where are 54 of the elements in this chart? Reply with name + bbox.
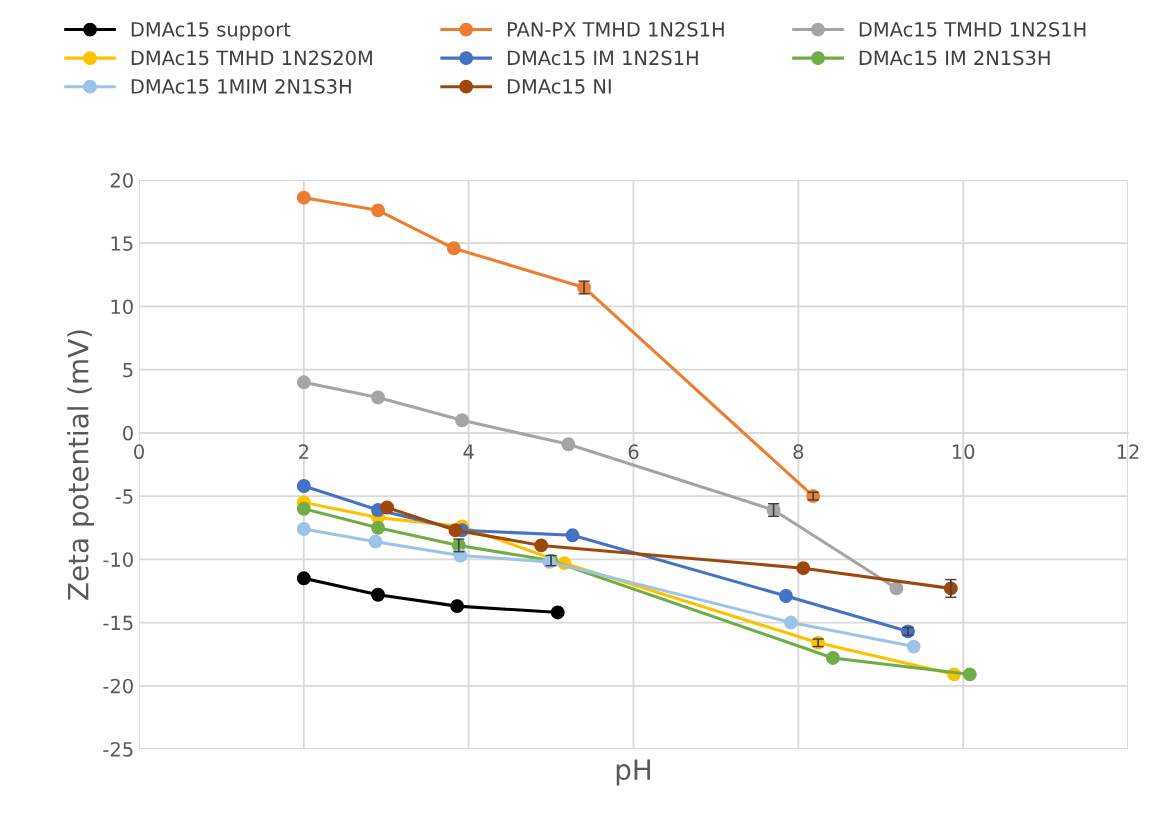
x-tick-label: 10 bbox=[952, 444, 975, 460]
point bbox=[962, 667, 977, 682]
x-tick-label: 12 bbox=[1117, 444, 1139, 459]
x-axis-title: pH bbox=[616, 759, 651, 786]
point bbox=[446, 241, 461, 256]
y-tick-label: -10 bbox=[103, 552, 133, 567]
legend-label: DMAc15 1MIM 2N1S3H bbox=[131, 79, 351, 94]
point bbox=[906, 639, 921, 654]
y-tick-label: 10 bbox=[111, 299, 133, 315]
point bbox=[450, 599, 465, 614]
y-tick-label: -5 bbox=[115, 489, 133, 504]
point bbox=[296, 375, 311, 390]
legend-label: DMAc15 IM 1N2S1H bbox=[507, 50, 698, 66]
y-tick-label: 15 bbox=[111, 236, 133, 251]
legend-label: DMAc15 IM 2N1S3H bbox=[859, 50, 1050, 66]
y-tick-label: 0 bbox=[123, 425, 133, 441]
y-tick-label: 20 bbox=[110, 172, 133, 188]
legend-label: PAN-PX TMHD 1N2S1H bbox=[507, 21, 724, 37]
point bbox=[296, 522, 311, 536]
point bbox=[534, 538, 549, 553]
y-axis-title: Zeta potential (mV) bbox=[67, 330, 95, 600]
point bbox=[779, 589, 793, 603]
legend-label: DMAc15 TMHD 1N2S20M bbox=[131, 50, 372, 66]
point bbox=[448, 523, 463, 538]
point bbox=[296, 501, 311, 516]
y-tick-label: -15 bbox=[103, 615, 133, 631]
point bbox=[371, 390, 385, 405]
point bbox=[550, 605, 565, 620]
point bbox=[826, 651, 840, 665]
point bbox=[783, 615, 798, 630]
point bbox=[796, 561, 811, 576]
point bbox=[371, 587, 385, 602]
point bbox=[296, 190, 311, 205]
x-tick-label: 8 bbox=[793, 444, 804, 460]
point bbox=[889, 581, 904, 596]
x-tick-label: 2 bbox=[299, 444, 309, 459]
point bbox=[296, 571, 311, 586]
point bbox=[565, 528, 580, 543]
point bbox=[561, 437, 576, 452]
y-tick-label: 5 bbox=[123, 362, 133, 378]
point bbox=[380, 500, 395, 515]
point bbox=[368, 534, 383, 549]
x-tick-label: 4 bbox=[463, 444, 474, 459]
y-tick-label: -20 bbox=[103, 678, 133, 694]
x-tick-label: 0 bbox=[134, 444, 144, 460]
y-tick-label: -25 bbox=[103, 741, 133, 757]
point bbox=[296, 479, 311, 493]
legend-label: DMAc15 support bbox=[131, 22, 291, 41]
x-tick-label: 6 bbox=[628, 444, 639, 460]
point bbox=[371, 203, 385, 218]
legend-label: DMAc15 NI bbox=[507, 79, 611, 94]
legend-label: DMAc15 TMHD 1N2S1H bbox=[859, 21, 1086, 37]
point bbox=[371, 520, 385, 535]
point bbox=[455, 413, 470, 428]
